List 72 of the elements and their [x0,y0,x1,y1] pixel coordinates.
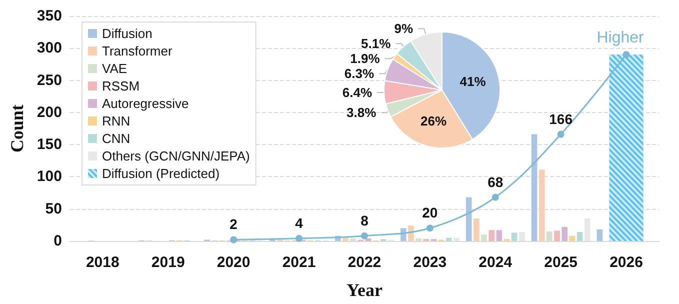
x-tick-label: 2019 [151,254,185,271]
legend-label: RSSM [102,78,140,94]
point [296,234,303,242]
x-tick-label: 2026 [610,254,643,271]
point [557,130,564,138]
bar [584,218,590,241]
y-tick-label: 350 [36,8,62,24]
bar [518,232,525,241]
data-label: 8 [360,212,369,228]
bar [342,238,348,241]
y-tick-label: 300 [36,40,62,57]
data-label: 5.1% [361,36,392,52]
bar [466,197,472,241]
data-label: Higher [596,30,645,47]
y-axis-title: Count [7,104,27,153]
data-label: 166 [549,110,573,127]
x-tick-label: 2024 [478,254,513,271]
x-tick-label: 2022 [348,254,382,271]
bar [538,170,545,241]
x-tick-label: 2018 [86,254,120,271]
x-tick-label: 2021 [282,254,316,271]
data-label: 6.3% [344,66,374,82]
bar [408,226,414,241]
data-label: 41% [460,74,486,89]
data-label: 1.9% [350,51,380,66]
bar [350,238,356,241]
point [426,224,434,232]
legend-label: Transformer [102,44,173,58]
legend-label: RNN [102,114,130,128]
y-tick-label: 50 [45,200,62,218]
x-tick-label: 2020 [216,254,250,271]
bar [546,231,552,241]
x-axis-title: Year [346,280,382,300]
bar [569,236,576,241]
data-label: 26% [420,113,447,128]
point [360,232,368,240]
data-label: 6.4% [342,85,372,100]
point [622,51,630,58]
legend-label: Autoregressive [102,96,189,111]
data-label: 20 [422,204,438,221]
data-label: 3.8% [346,105,377,120]
bar [473,218,480,241]
bar [488,230,494,241]
bar [576,232,583,241]
data-label: 68 [488,174,504,190]
legend-label: CNN [102,131,130,146]
bar [596,229,603,241]
bar [531,134,538,241]
legend-label: Diffusion [102,26,152,41]
y-tick-label: 150 [36,136,62,154]
y-tick-label: 100 [36,168,62,186]
bar [481,234,487,241]
data-label: 4 [295,214,304,231]
y-tick-label: 250 [36,72,62,89]
bar [562,226,568,241]
y-tick-label: 200 [36,104,62,121]
data-label: 9% [394,21,414,36]
y-tick-label: 0 [54,232,62,250]
legend-label: Diffusion (Predicted) [102,166,220,181]
point [492,194,499,201]
data-label: 2 [230,216,238,232]
bar [454,238,460,241]
legend-label: Others (GCN/GNN/JEPA) [102,148,250,164]
legend-label: VAE [102,61,128,76]
bar [511,232,518,241]
bar [496,230,502,241]
bar [416,238,422,241]
bar [554,230,560,241]
x-tick-label: 2025 [544,254,578,271]
bar [446,238,452,241]
x-tick-label: 2023 [413,254,447,271]
point [230,236,238,244]
